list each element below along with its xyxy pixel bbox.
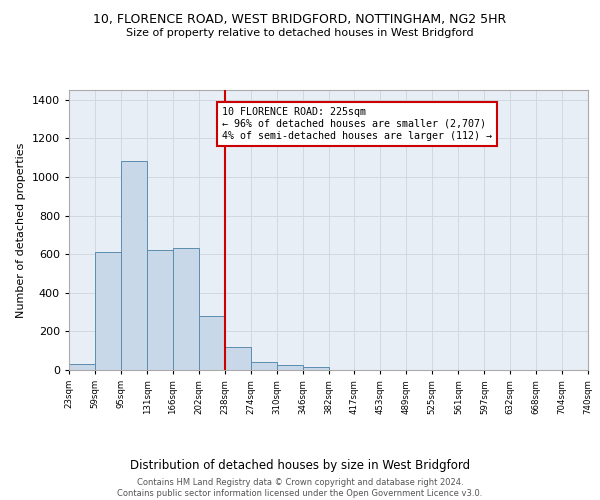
Bar <box>95 252 121 370</box>
Bar <box>303 367 329 370</box>
Y-axis label: Number of detached properties: Number of detached properties <box>16 142 26 318</box>
Text: Size of property relative to detached houses in West Bridgford: Size of property relative to detached ho… <box>126 28 474 38</box>
Text: Distribution of detached houses by size in West Bridgford: Distribution of detached houses by size … <box>130 460 470 472</box>
Bar <box>251 362 277 370</box>
Bar <box>224 347 251 370</box>
Bar <box>69 364 95 370</box>
Bar <box>199 316 224 370</box>
Text: 10 FLORENCE ROAD: 225sqm
← 96% of detached houses are smaller (2,707)
4% of semi: 10 FLORENCE ROAD: 225sqm ← 96% of detach… <box>222 108 492 140</box>
Bar <box>121 162 147 370</box>
Bar <box>147 250 173 370</box>
Bar <box>173 248 199 370</box>
Text: Contains HM Land Registry data © Crown copyright and database right 2024.
Contai: Contains HM Land Registry data © Crown c… <box>118 478 482 498</box>
Bar <box>277 365 303 370</box>
Text: 10, FLORENCE ROAD, WEST BRIDGFORD, NOTTINGHAM, NG2 5HR: 10, FLORENCE ROAD, WEST BRIDGFORD, NOTTI… <box>94 12 506 26</box>
